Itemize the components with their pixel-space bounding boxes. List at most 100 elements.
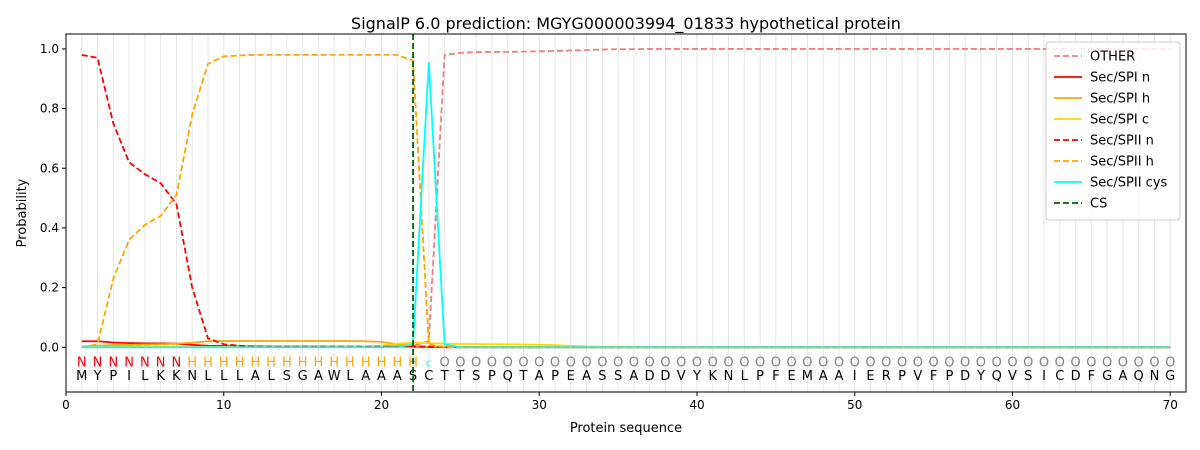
residue-label: G [1102, 369, 1112, 384]
region-label: O [613, 356, 623, 371]
region-label: O [597, 356, 607, 371]
residue-label: R [882, 369, 891, 384]
legend-label: Sec/SPII cys [1090, 176, 1168, 191]
residue-label: A [819, 369, 828, 384]
region-label: O [1086, 356, 1096, 371]
residue-label: I [1042, 369, 1046, 384]
region-label: O [802, 356, 812, 371]
residue-label: T [440, 369, 449, 384]
region-label: O [471, 356, 481, 371]
region-label: O [960, 356, 970, 371]
residue-label: E [567, 369, 575, 384]
region-label: O [581, 356, 591, 371]
legend-label: Sec/SPI c [1090, 113, 1149, 128]
region-label: H [392, 356, 402, 371]
residue-label: A [535, 369, 544, 384]
residue-label: G [298, 369, 308, 384]
region-label: H [187, 356, 197, 371]
residue-label: C [1055, 369, 1064, 384]
residue-label: Y [692, 369, 701, 384]
residue-label: P [898, 369, 906, 384]
residue-label: L [741, 369, 749, 384]
residue-label: Q [1134, 369, 1144, 384]
region-label: O [787, 356, 797, 371]
chart-title: SignalP 6.0 prediction: MGYG000003994_01… [351, 14, 901, 34]
region-label: O [739, 356, 749, 371]
series-line [81, 48, 1171, 348]
residue-label: P [551, 369, 559, 384]
region-label: H [250, 356, 260, 371]
region-label: H [266, 356, 276, 371]
residue-label: G [1165, 369, 1175, 384]
residue-label: S [472, 369, 480, 384]
residue-label: T [455, 369, 464, 384]
region-label: O [708, 356, 718, 371]
region-label: O [439, 356, 449, 371]
residue-label: E [866, 369, 874, 384]
region-label: c [426, 357, 432, 370]
residue-label: I [853, 369, 857, 384]
residue-label: L [236, 369, 244, 384]
region-label: H [377, 356, 387, 371]
residue-label: T [518, 369, 527, 384]
region-label: O [676, 356, 686, 371]
legend: OTHER Sec/SPI n Sec/SPI h Sec/SPI c Sec/SPII… [1045, 41, 1181, 221]
grid-layer [81, 34, 1171, 392]
region-label: O [818, 356, 828, 371]
region-label: O [992, 356, 1002, 371]
residue-label: F [930, 369, 937, 384]
region-label: O [455, 356, 465, 371]
residue-label: A [629, 369, 638, 384]
region-label: O [881, 356, 891, 371]
residue-label: P [945, 369, 953, 384]
region-label: H [282, 356, 292, 371]
region-label: H [235, 356, 245, 371]
residue-label: L [220, 369, 228, 384]
region-label: O [1134, 356, 1144, 371]
residue-label: Y [976, 369, 985, 384]
residue-label: A [361, 369, 370, 384]
residue-label: L [204, 369, 212, 384]
region-label: O [692, 356, 702, 371]
x-tick-label: 50 [847, 398, 862, 412]
region-label: N [140, 356, 150, 371]
y-tick-label: 0.2 [40, 281, 59, 295]
residue-label: C [424, 369, 433, 384]
region-label: O [1102, 356, 1112, 371]
region-label: O [723, 356, 733, 371]
residue-label: I [127, 369, 131, 384]
legend-label: OTHER [1090, 50, 1135, 65]
x-tick-label: 60 [1005, 398, 1020, 412]
residue-label: N [1150, 369, 1160, 384]
residue-label: D [660, 369, 670, 384]
region-label: N [156, 356, 166, 371]
tick-layer: 0 10 20 30 40 50 60 70 0.0 0.2 0.4 0.6 0.8 1.0 [40, 42, 1178, 412]
residue-label: K [708, 369, 717, 384]
region-label: O [1165, 356, 1175, 371]
series-line [81, 53, 1171, 349]
residue-label: D [960, 369, 970, 384]
region-label: N [124, 356, 134, 371]
residue-label: F [1088, 369, 1095, 384]
residue-label: L [267, 369, 275, 384]
region-label: O [534, 356, 544, 371]
region-label: O [1039, 356, 1049, 371]
residue-label: A [582, 369, 591, 384]
y-tick-label: 1.0 [40, 42, 59, 56]
legend-label: Sec/SPII h [1090, 155, 1154, 170]
x-tick-label: 40 [689, 398, 704, 412]
residue-label: A [835, 369, 844, 384]
region-label: O [1070, 356, 1080, 371]
region-label: N [77, 356, 87, 371]
legend-label: Sec/SPI n [1090, 71, 1150, 86]
sequence-layer: MYPILKKNLLLALSGAWLAAASCTTSPQTAPEASSADDVY… [76, 356, 1175, 384]
region-label: H [345, 356, 355, 371]
region-label: O [629, 356, 639, 371]
region-label: O [1055, 356, 1065, 371]
region-label: O [1149, 356, 1159, 371]
residue-label: Y [93, 369, 102, 384]
y-tick-label: 0.8 [40, 102, 59, 116]
legend-label: Sec/SPII n [1090, 134, 1154, 149]
region-label: N [172, 356, 182, 371]
y-axis-label: Probability [15, 178, 30, 247]
